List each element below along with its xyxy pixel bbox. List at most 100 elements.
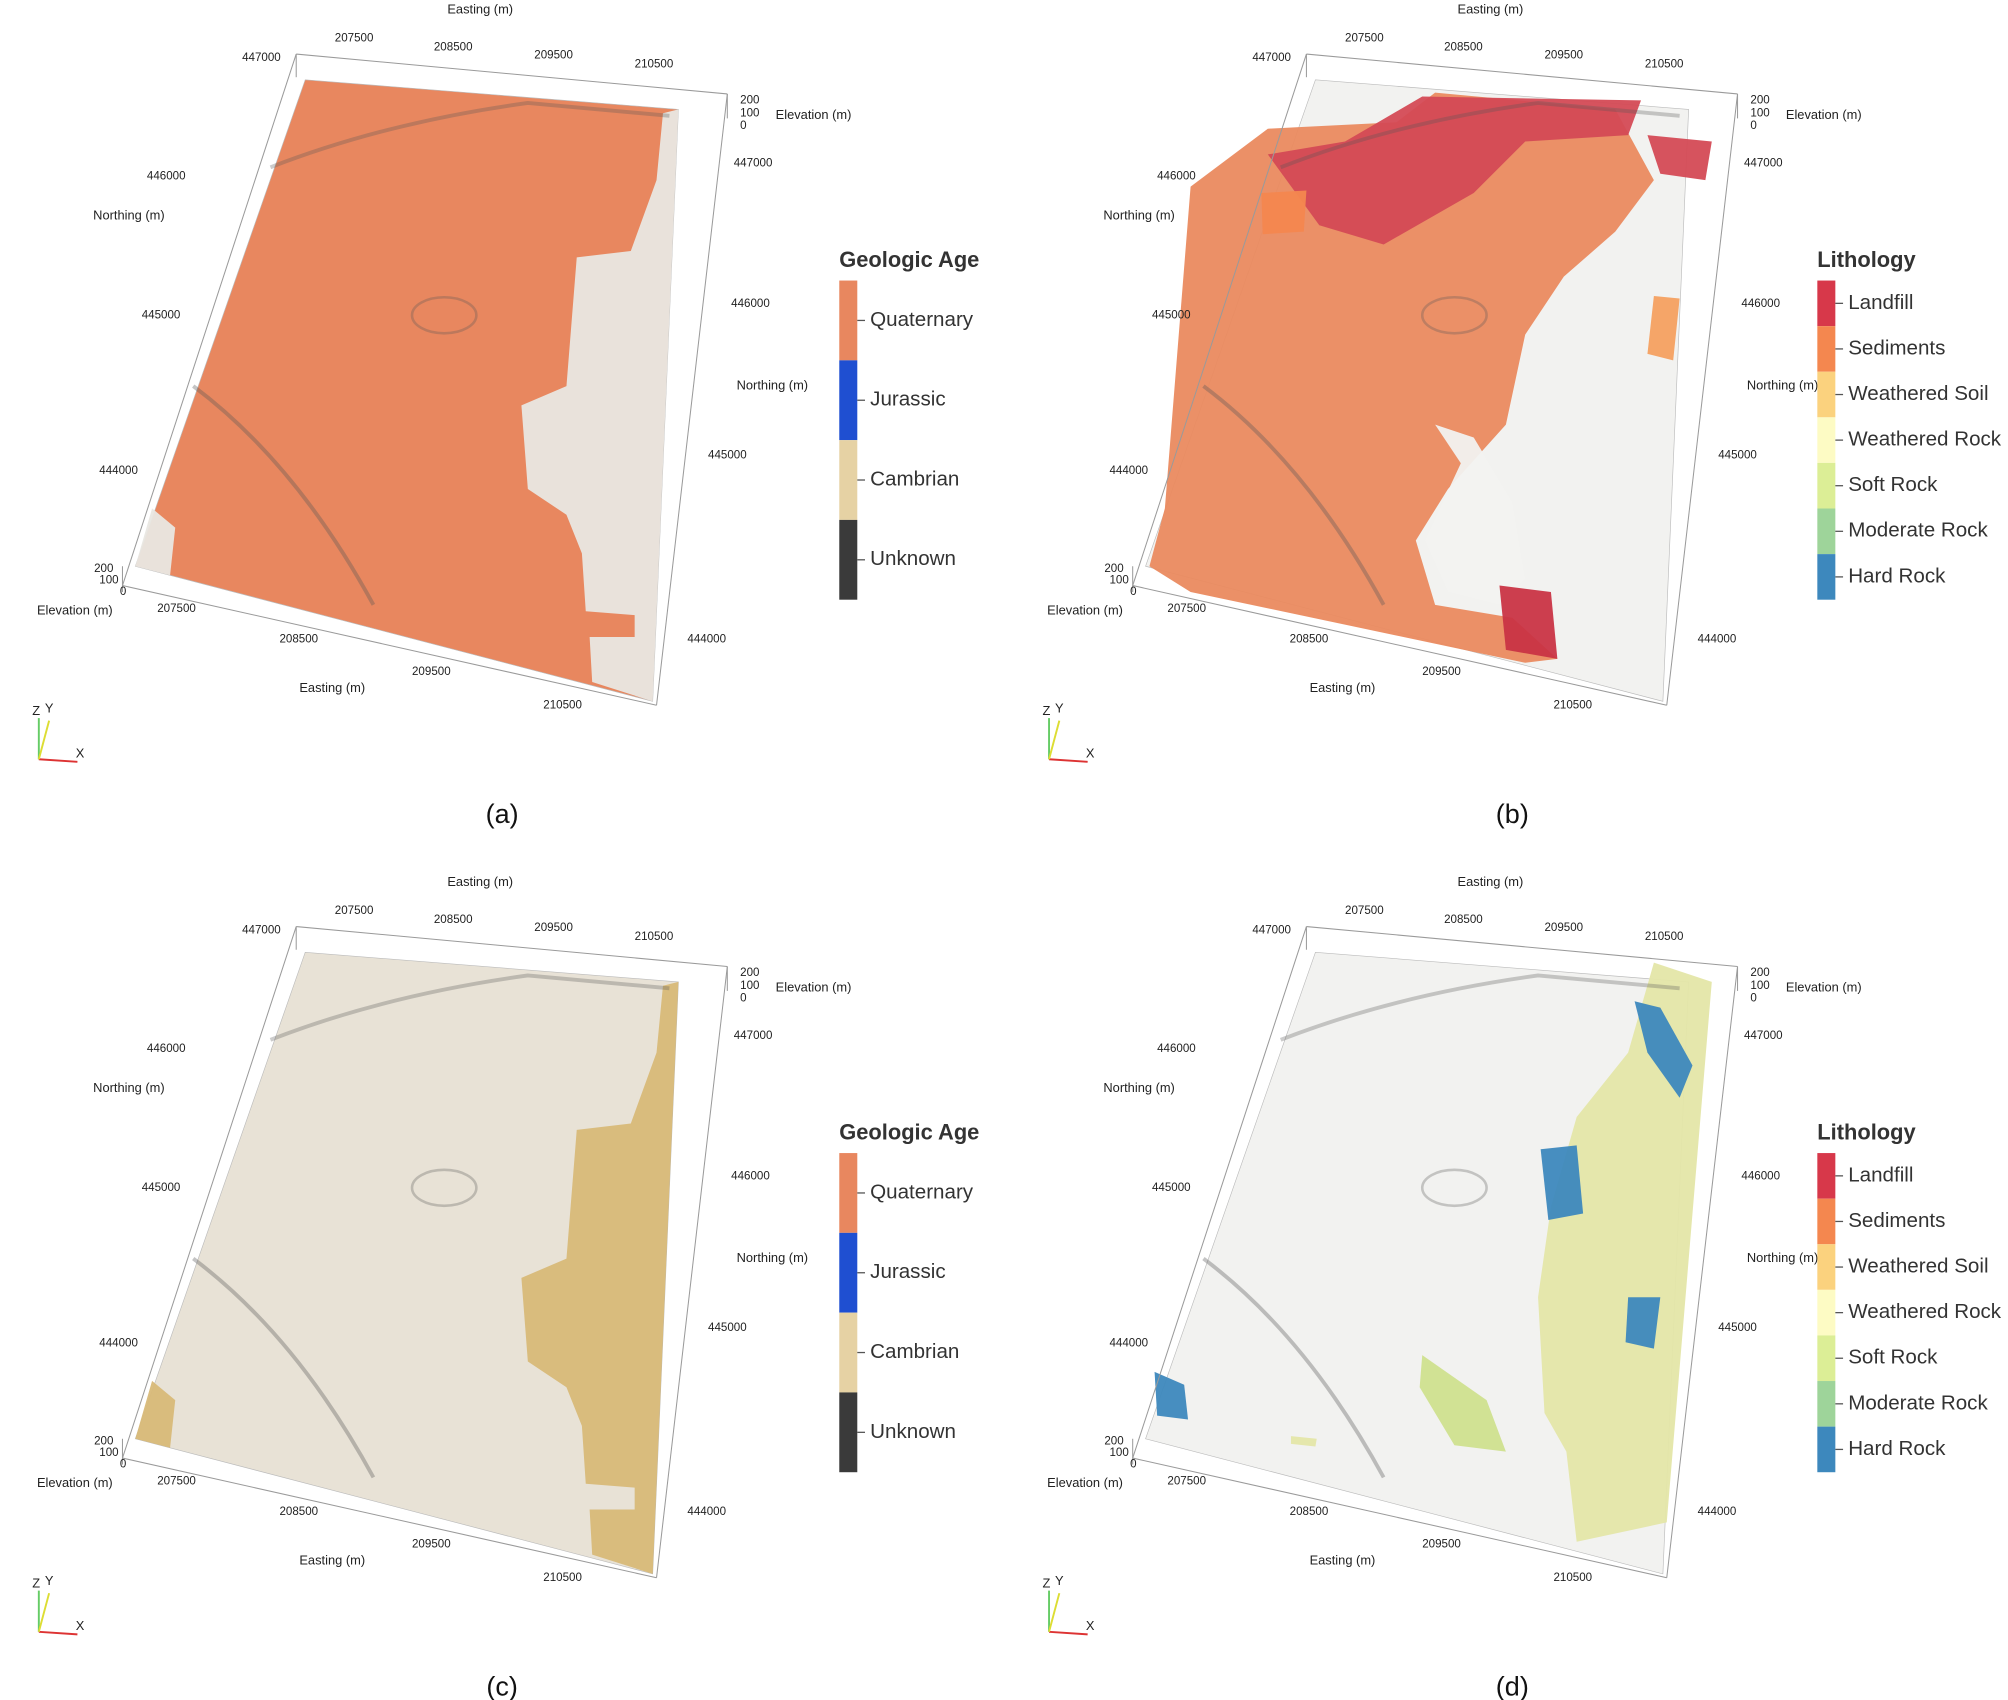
tick-label: 446000 <box>1157 1043 1196 1055</box>
legend-label: Weathered Rock <box>1848 428 2002 451</box>
legend-label: Quaternary <box>870 1180 974 1203</box>
legend-swatch <box>1817 417 1836 463</box>
tick-label: 208500 <box>1444 42 1483 54</box>
axis-title: Northing (m) <box>1103 1080 1174 1095</box>
tick-label: 209500 <box>1544 49 1583 61</box>
legend-swatch <box>1817 1335 1836 1382</box>
tick-label: 445000 <box>1718 1322 1757 1334</box>
legend-swatch <box>1817 280 1836 327</box>
orientation-axis <box>37 720 51 760</box>
axis-title: Northing (m) <box>1103 208 1174 223</box>
orientation-axis <box>38 758 78 763</box>
panel: Easting (m) Easting (m) Northing (m) Northi… <box>32 874 979 1700</box>
tick-label: 446000 <box>147 1043 186 1055</box>
tick-label: 208500 <box>279 634 318 646</box>
tick-label: 446000 <box>1741 298 1780 310</box>
orientation-label: Y <box>1055 700 1064 715</box>
tick-label: 200 <box>1104 563 1123 575</box>
tick-label: 207500 <box>157 1475 196 1487</box>
tick-label: 445000 <box>142 1182 181 1194</box>
tick-label: 445000 <box>708 1322 747 1334</box>
legend-swatch <box>1817 554 1836 600</box>
tick-label: 446000 <box>1741 1170 1780 1182</box>
legend-label: Sediments <box>1848 1209 1945 1232</box>
legend-label: Weathered Soil <box>1848 382 1988 405</box>
tick-label: 446000 <box>147 170 186 182</box>
tick-label: 444000 <box>687 1506 726 1518</box>
tick-label: 210500 <box>1553 699 1592 711</box>
tick-label: 447000 <box>734 157 773 169</box>
tick-label: 100 <box>99 1447 118 1459</box>
tick-label: 100 <box>740 980 759 992</box>
axis-title: Elevation (m) <box>1786 980 1862 995</box>
legend-label: Weathered Soil <box>1848 1254 1988 1277</box>
axis-title: Elevation (m) <box>1047 1475 1123 1490</box>
tick-label: 0 <box>1750 993 1756 1005</box>
tick-label: 100 <box>99 574 118 586</box>
tick-label: 210500 <box>543 699 582 711</box>
terrain-region <box>521 981 679 1574</box>
axis-title: Easting (m) <box>447 874 513 889</box>
tick-label: 210500 <box>1645 58 1684 70</box>
orientation-label: X <box>1086 746 1095 761</box>
terrain-region <box>1149 92 1654 663</box>
tick-label: 209500 <box>534 922 573 934</box>
tick-label: 100 <box>1110 1447 1129 1459</box>
bounding-box <box>656 93 728 706</box>
legend-title: Lithology <box>1817 247 1916 272</box>
terrain-region <box>521 109 679 702</box>
terrain-region <box>1261 190 1307 235</box>
axis-title: Easting (m) <box>299 680 365 695</box>
terrain-ridge <box>269 101 670 170</box>
orientation-label: Z <box>1043 703 1051 718</box>
tick-label: 209500 <box>1422 666 1461 678</box>
caption: (c) <box>486 1672 518 1700</box>
axis-title: Northing (m) <box>737 377 808 392</box>
terrain-region <box>1267 96 1642 245</box>
legend-label: Hard Rock <box>1848 564 1946 587</box>
bounding-box <box>1666 93 1739 706</box>
orientation-label: Y <box>1055 1573 1064 1588</box>
tick-label: 444000 <box>1109 1338 1148 1350</box>
orientation-axis <box>38 1630 78 1636</box>
tick-label: 210500 <box>543 1572 582 1584</box>
tick-label: 208500 <box>279 1506 318 1518</box>
legend-swatch <box>839 440 858 520</box>
terrain-region <box>135 508 176 576</box>
terrain-region <box>135 1380 176 1448</box>
tick-label: 207500 <box>1167 603 1206 615</box>
axis-title: Easting (m) <box>447 2 513 17</box>
orientation-label: X <box>76 746 85 761</box>
tick-label: 445000 <box>708 450 747 462</box>
caption: (b) <box>1496 799 1529 829</box>
legend-label: Soft Rock <box>1848 473 1938 496</box>
axis-title: Easting (m) <box>299 1552 365 1567</box>
panel: Easting (m) Easting (m) Northing (m) Northi… <box>1043 2 2002 829</box>
legend-swatch <box>1817 508 1836 555</box>
terrain-ridge <box>1202 384 1386 606</box>
tick-label: 207500 <box>335 33 374 45</box>
tick-label: 445000 <box>142 309 181 321</box>
legend-swatch <box>839 360 858 441</box>
panel: Easting (m) Easting (m) Northing (m) Northi… <box>32 2 979 829</box>
tick-label: 447000 <box>734 1030 773 1042</box>
legend-label: Cambrian <box>870 1340 959 1363</box>
bounding-box <box>122 1457 657 1579</box>
orientation-axis <box>1048 1592 1061 1633</box>
axis-title: Elevation (m) <box>1786 107 1862 122</box>
legend-label: Jurassic <box>870 388 945 411</box>
tick-label: 210500 <box>635 931 674 943</box>
axis-title: Elevation (m) <box>37 1475 113 1490</box>
tick-label: 447000 <box>242 52 281 64</box>
terrain-ridge <box>1279 973 1680 1042</box>
bounding-box <box>1666 966 1739 1578</box>
tick-label: 200 <box>1104 1435 1123 1447</box>
legend-swatch <box>1817 1289 1836 1336</box>
legend-swatch <box>839 519 858 600</box>
terrain-ridge <box>192 1257 376 1479</box>
axis-title: Easting (m) <box>1310 680 1376 695</box>
tick-label: 444000 <box>1109 465 1148 477</box>
legend-swatch <box>1817 371 1836 418</box>
tick-label: 0 <box>120 1459 126 1471</box>
